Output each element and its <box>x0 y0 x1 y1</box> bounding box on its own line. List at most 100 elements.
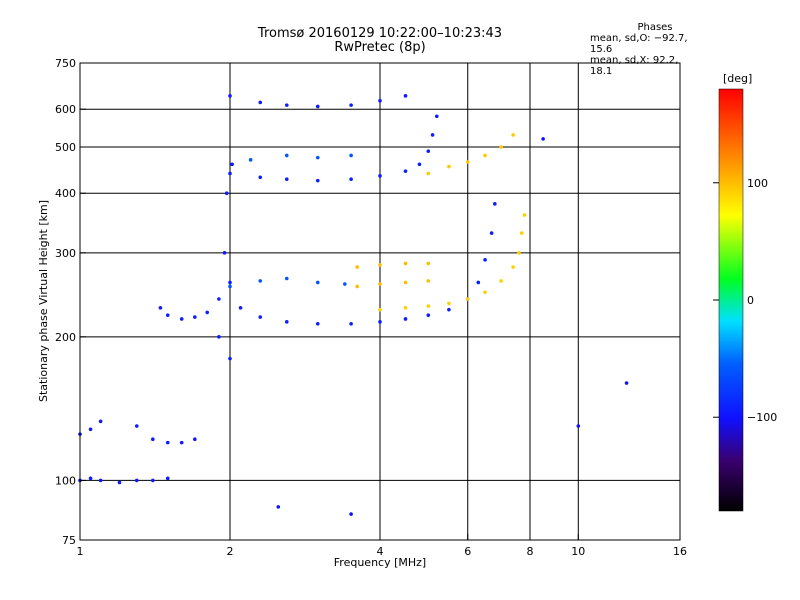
data-point <box>349 177 353 182</box>
data-point <box>403 306 408 310</box>
data-point <box>511 133 515 137</box>
data-point <box>276 505 281 509</box>
data-point <box>499 145 503 149</box>
y-tick-label: 600 <box>55 103 76 116</box>
data-point <box>403 280 408 285</box>
chart-subtitle: RwPretec (8p) <box>334 40 426 55</box>
data-point <box>165 313 170 317</box>
y-tick-label: 500 <box>55 141 76 154</box>
data-point <box>417 162 422 167</box>
data-point <box>284 276 289 281</box>
data-point <box>541 137 545 141</box>
series-group: O-trace low <box>78 419 103 436</box>
data-point <box>151 437 155 442</box>
data-point <box>511 265 515 269</box>
x-tick-label: 1 <box>77 545 84 558</box>
data-point <box>258 100 263 105</box>
grid-lines <box>80 63 680 540</box>
data-point <box>222 251 227 255</box>
data-point <box>403 94 408 98</box>
series-group: Isolated points <box>276 137 629 516</box>
data-point <box>576 424 581 428</box>
data-point <box>403 261 408 266</box>
data-point <box>134 424 139 428</box>
colorbar-unit-label: [deg] <box>723 72 752 85</box>
data-point <box>378 282 382 286</box>
data-point <box>230 162 234 167</box>
data-point <box>403 317 408 321</box>
data-point <box>284 320 289 324</box>
data-point <box>258 315 263 319</box>
data-point <box>88 476 93 481</box>
data-point <box>284 177 289 182</box>
data-point <box>217 297 221 301</box>
data-points: O-trace E region O-trace low O-trace Es O-t… <box>78 94 629 516</box>
data-point <box>193 315 197 319</box>
x-tick-label: 8 <box>527 545 534 558</box>
data-point <box>355 284 359 289</box>
data-point <box>228 94 232 98</box>
y-tick-label: 100 <box>55 474 76 487</box>
chart-title: Tromsø 20160129 10:22:00–10:23:43 <box>257 26 503 41</box>
colorbar-ticks: 100 0 −100 <box>713 177 777 424</box>
data-point <box>624 381 629 385</box>
data-point <box>134 478 139 483</box>
data-point <box>476 280 481 285</box>
series-group: Vertical columns <box>217 162 234 361</box>
axis-ticks: 1 2 4 6 8 10 16 75 100 200 300 400 500 600 750 <box>55 57 687 558</box>
data-point <box>117 480 122 485</box>
data-point <box>315 321 320 326</box>
data-point <box>489 231 494 235</box>
data-point <box>258 175 263 180</box>
data-point <box>284 103 289 107</box>
data-point <box>378 98 382 103</box>
x-tick-label: 10 <box>571 545 585 558</box>
data-point <box>447 301 451 306</box>
series-group: O-trace E region <box>78 476 170 485</box>
data-point <box>88 427 93 432</box>
data-point <box>426 261 431 266</box>
phase-stats-x: mean, sd,X: 92.2, 18.1 <box>590 55 679 77</box>
phase-stats: Phases mean, sd,O: −92.7, 15.6 mean, sd,… <box>590 22 700 77</box>
data-point <box>426 313 431 317</box>
data-point <box>98 478 103 483</box>
data-point <box>447 164 451 169</box>
data-point <box>315 155 320 160</box>
data-point <box>499 279 503 283</box>
data-point <box>179 440 184 445</box>
data-point <box>151 478 155 483</box>
data-point <box>228 171 232 176</box>
series-group: X-trace spread <box>355 261 431 289</box>
data-point <box>522 213 527 217</box>
x-axis-label: Frequency [MHz] <box>334 556 426 569</box>
data-point <box>426 149 431 153</box>
data-point <box>483 153 487 158</box>
data-point <box>378 307 382 312</box>
data-point <box>349 153 353 158</box>
data-point <box>315 104 320 109</box>
data-point <box>465 160 470 164</box>
data-point <box>165 440 170 445</box>
colorbar-tick-label: 0 <box>747 294 754 307</box>
data-point <box>378 320 382 324</box>
phase-stats-header: Phases <box>637 22 673 33</box>
phase-stats-o: mean, sd,O: −92.7, 15.6 <box>590 33 688 55</box>
series-group: X-trace F1 <box>378 213 527 312</box>
data-point <box>349 103 353 107</box>
y-tick-label: 400 <box>55 187 76 200</box>
data-point <box>228 356 232 361</box>
data-point <box>447 307 451 312</box>
data-point <box>158 306 163 310</box>
data-point <box>248 158 253 162</box>
series-group: O-trace spread F <box>228 153 353 289</box>
x-tick-label: 4 <box>377 545 384 558</box>
data-point <box>284 153 289 158</box>
y-tick-label: 75 <box>62 534 76 547</box>
data-point <box>517 251 521 255</box>
data-point <box>228 280 232 285</box>
data-point <box>426 304 431 308</box>
x-tick-label: 6 <box>464 545 471 558</box>
data-point <box>378 263 382 267</box>
data-point <box>193 437 197 442</box>
y-tick-label: 750 <box>55 57 76 70</box>
